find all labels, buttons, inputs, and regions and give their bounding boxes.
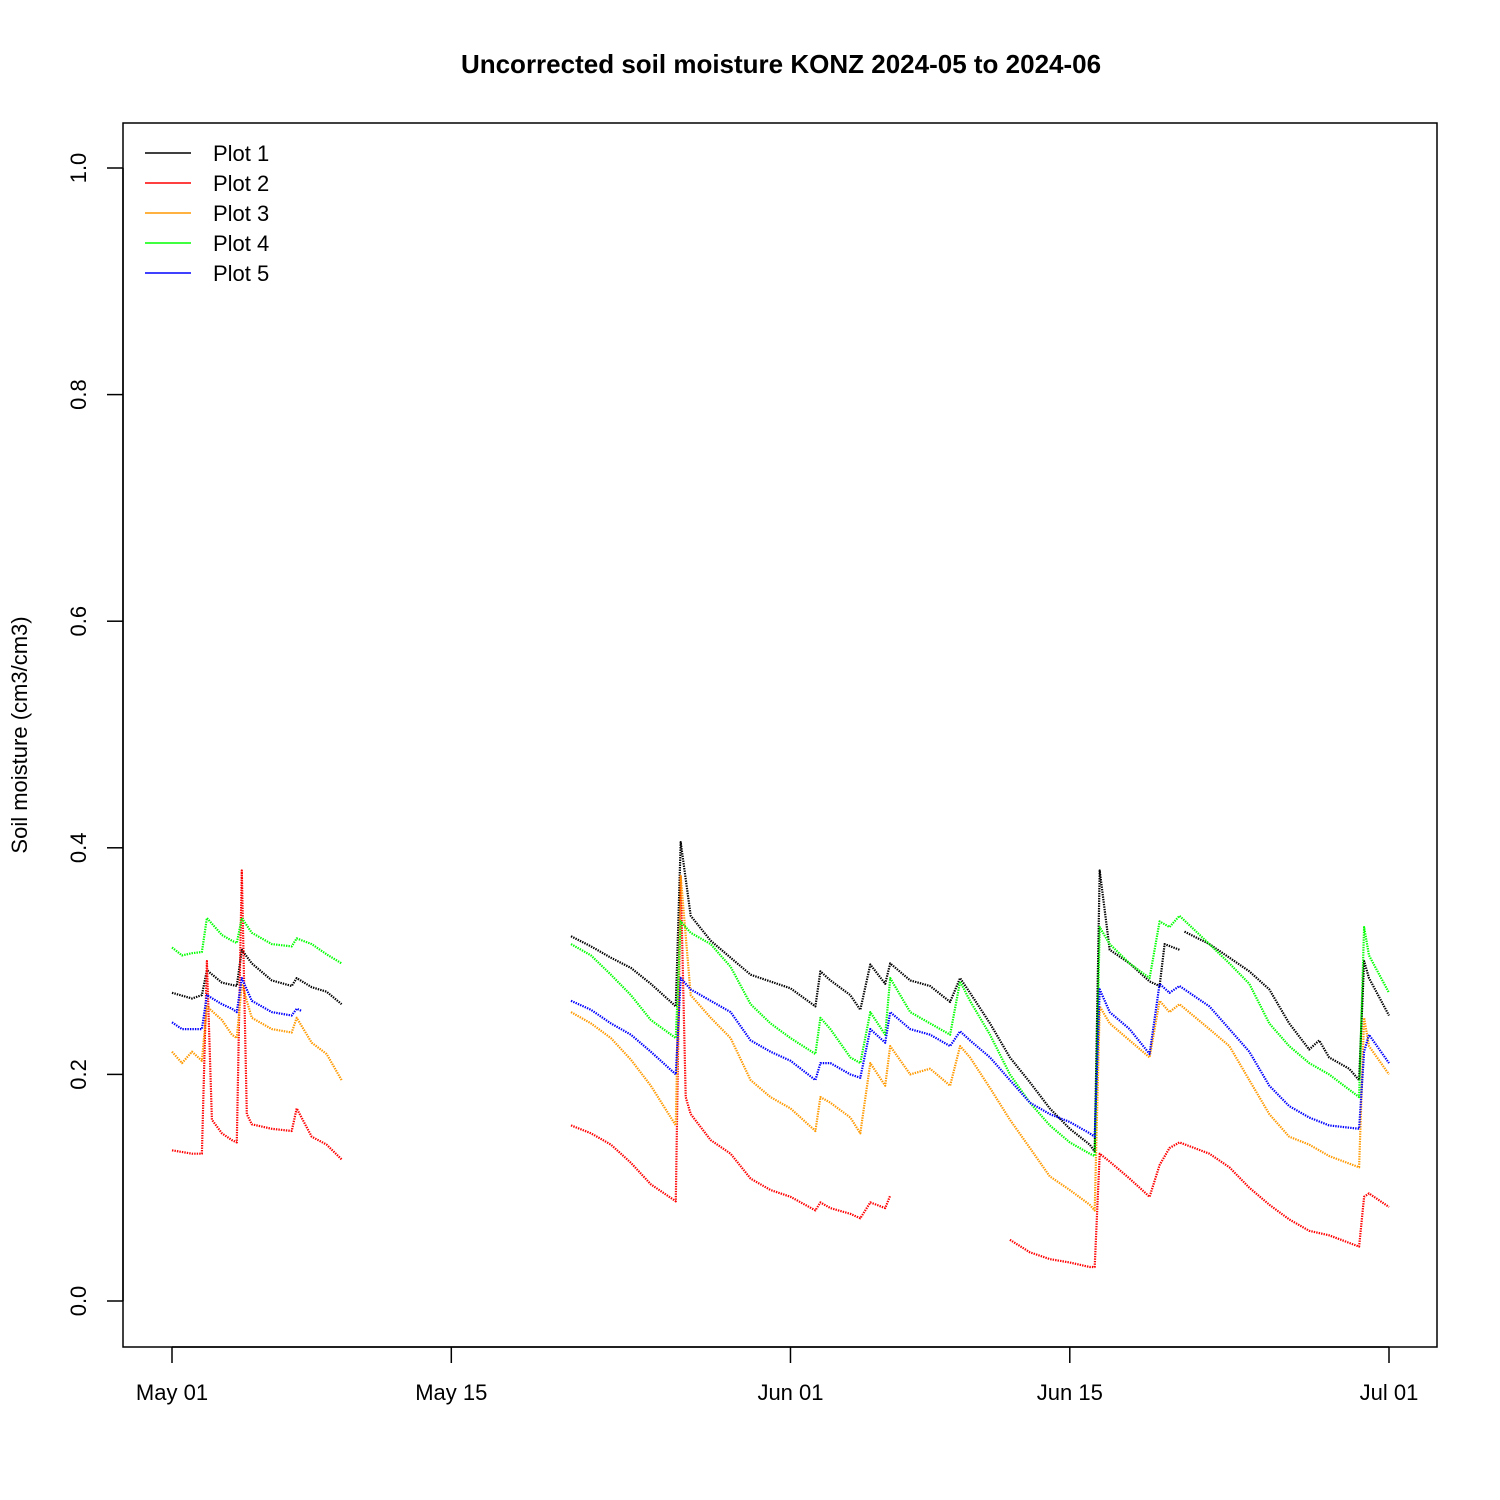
y-tick-label: 0.8 [66,379,91,410]
series-plot-2 [171,869,1390,1269]
series-line-segment [570,840,1180,1153]
series-plot-5 [171,976,1390,1138]
y-tick-label: 0.4 [66,833,91,864]
legend-label: Plot 1 [213,141,269,166]
y-axis: 0.0 0.2 0.4 0.6 0.8 1.0 [66,153,124,1317]
series-layer [171,840,1390,1269]
chart-title: Uncorrected soil moisture KONZ 2024-05 t… [461,49,1101,79]
x-tick-label: May 15 [415,1380,487,1405]
y-tick-label: 0.2 [66,1059,91,1090]
plot-frame [122,122,1438,1348]
series-line-segment [570,874,1390,1212]
x-tick-label: May 01 [136,1380,208,1405]
series-line-segment [171,869,343,1161]
legend-label: Plot 2 [213,171,269,196]
series-plot-1 [171,840,1390,1153]
y-tick-label: 1.0 [66,153,91,184]
y-tick-label: 0.0 [66,1286,91,1317]
y-axis-label: Soil moisture (cm3/cm3) [7,616,32,853]
series-line-segment [1009,1141,1390,1269]
series-plot-3 [171,874,1390,1212]
x-tick-label: Jun 15 [1037,1380,1103,1405]
series-line-segment [1184,930,1390,1082]
series-line-segment [570,976,1390,1138]
x-tick-label: Jun 01 [757,1380,823,1405]
series-line-segment [570,874,892,1220]
y-tick-label: 0.6 [66,606,91,637]
x-tick-label: Jul 01 [1360,1380,1419,1405]
legend-label: Plot 4 [213,231,269,256]
series-line-segment [171,948,343,1006]
series-line-segment [570,914,1390,1158]
legend-label: Plot 5 [213,261,269,286]
series-line-segment [171,982,343,1081]
series-plot-4 [171,914,1390,1158]
legend-label: Plot 3 [213,201,269,226]
legend: Plot 1 Plot 2 Plot 3 Plot 4 Plot 5 [145,141,269,286]
x-axis: May 01 May 15 Jun 01 Jun 15 Jul 01 [136,1346,1419,1405]
series-line-segment [171,976,303,1031]
series-line-segment [171,916,343,965]
